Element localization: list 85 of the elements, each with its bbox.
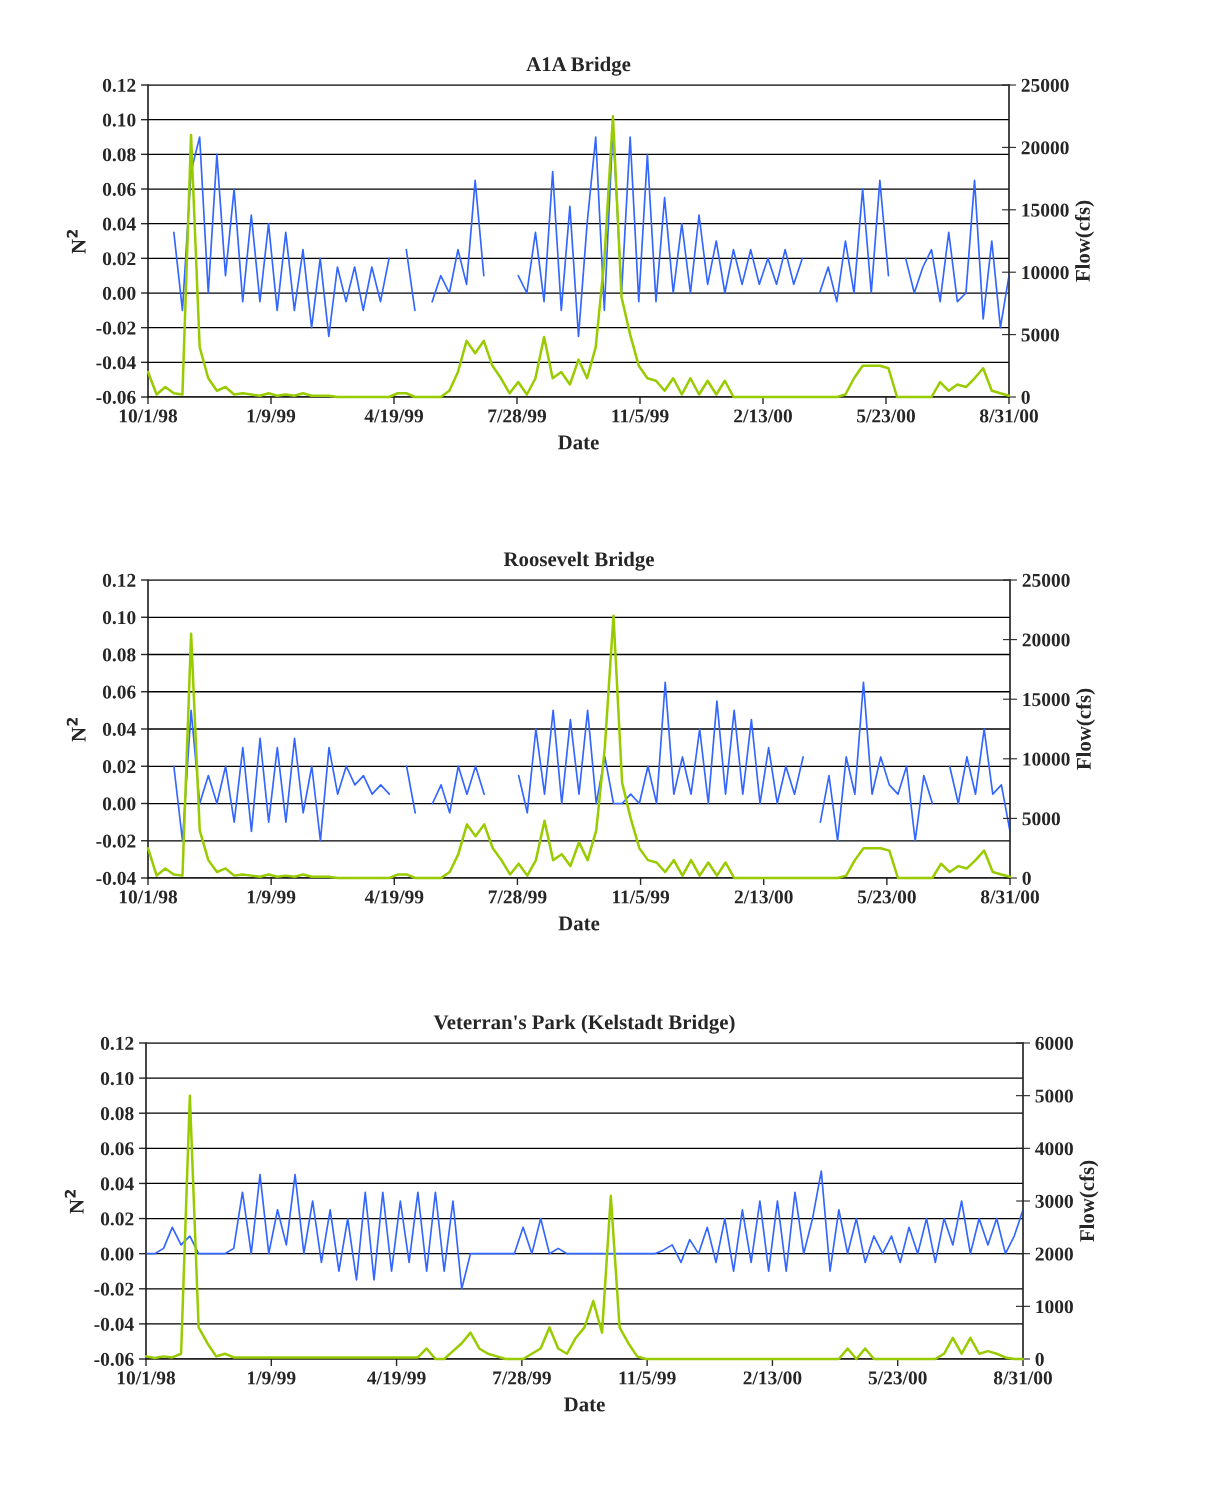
y2-tick-label: 15000 — [1022, 203, 1069, 217]
y-tick-label: -0.06 — [96, 390, 136, 405]
y2-tick-label: 0 — [1021, 390, 1030, 404]
y2-tick-label: 10000 — [1022, 266, 1069, 280]
y-tick-label: 0.12 — [102, 78, 136, 93]
x-tick-label: 2/13/00 — [734, 890, 793, 904]
chart-title: Veterran's Park (Kelstadt Bridge) — [433, 1014, 735, 1034]
y2-tick-label: 3000 — [1035, 1194, 1073, 1208]
x-tick-label: 4/19/99 — [367, 1371, 426, 1385]
x-tick-label: 4/19/99 — [364, 409, 424, 423]
y2-tick-label: 5000 — [1022, 812, 1060, 826]
x-tick-label: 8/31/00 — [980, 890, 1039, 904]
chart-title: Roosevelt Bridge — [503, 551, 654, 571]
x-tick-label: 5/23/00 — [868, 1371, 927, 1385]
line-series — [145, 1170, 1024, 1290]
y-tick-label: 0.10 — [100, 1071, 134, 1086]
y2-tick-label: 2000 — [1035, 1247, 1073, 1261]
y-tick-label: 0.08 — [102, 148, 136, 162]
x-tick-label: 10/1/98 — [119, 890, 178, 904]
y-tick-label: 0.02 — [102, 760, 136, 774]
y-tick-label: 0.08 — [102, 648, 136, 662]
y-axis-title: N$^{2}$ — [66, 229, 86, 254]
y2-axis-title: Flow(cfs) — [1074, 200, 1095, 282]
x-tick-label: 10/1/98 — [119, 409, 178, 423]
y-tick-label: 0.06 — [102, 182, 136, 197]
y2-tick-label: 20000 — [1021, 141, 1069, 155]
x-tick-label: 5/23/00 — [857, 890, 916, 904]
y-tick-label: 0.12 — [100, 1036, 134, 1051]
x-axis-title: Date — [564, 1397, 605, 1412]
x-tick-label: 2/13/00 — [743, 1371, 802, 1385]
y-tick-label: -0.02 — [96, 834, 136, 848]
y2-tick-label: 15000 — [1023, 693, 1070, 707]
y2-tick-label: 1000 — [1036, 1300, 1073, 1314]
y-tick-label: 0.06 — [102, 685, 136, 699]
x-tick-label: 11/5/99 — [619, 1371, 676, 1385]
x-tick-label: 11/5/99 — [612, 890, 670, 904]
y2-tick-label: 5000 — [1035, 1089, 1073, 1103]
x-axis-title: Date — [558, 916, 600, 931]
y-tick-label: 0.06 — [100, 1142, 134, 1156]
y-tick-label: -0.04 — [96, 871, 136, 886]
x-tick-label: 2/13/00 — [734, 409, 792, 423]
x-tick-label: 8/31/00 — [979, 409, 1038, 423]
y2-axis-title: Flow(cfs) — [1079, 1160, 1099, 1242]
y2-tick-label: 25000 — [1022, 573, 1070, 587]
y-tick-label: 0.04 — [100, 1177, 134, 1191]
x-tick-label: 10/1/98 — [117, 1371, 176, 1385]
y-tick-label: 0.12 — [102, 573, 136, 588]
y-tick-label: 0.08 — [100, 1107, 134, 1121]
y-tick-label: 0.00 — [100, 1247, 134, 1261]
x-tick-label: 11/5/99 — [612, 409, 669, 423]
y2-tick-label: 6000 — [1035, 1036, 1073, 1050]
y2-tick-label: 0 — [1022, 871, 1031, 885]
chart-title: A1A Bridge — [526, 56, 631, 76]
y-tick-label: -0.02 — [96, 321, 136, 335]
y-tick-label: 0.00 — [102, 286, 136, 301]
x-tick-label: 1/9/99 — [247, 409, 296, 423]
y-tick-label: 0.00 — [102, 797, 136, 811]
y-axis-title: N$^{2}$ — [66, 717, 86, 742]
y-tick-label: -0.04 — [94, 1317, 134, 1331]
y-tick-label: 0.02 — [100, 1212, 134, 1226]
y-tick-label: 0.04 — [102, 722, 136, 737]
y2-tick-label: 10000 — [1023, 752, 1070, 766]
y2-axis-title: Flow(cfs) — [1075, 688, 1096, 770]
y2-tick-label: 20000 — [1022, 633, 1070, 647]
y2-tick-label: 4000 — [1035, 1142, 1073, 1156]
x-tick-label: 4/19/99 — [364, 890, 424, 904]
y-tick-label: 0.10 — [102, 113, 136, 127]
y2-tick-label: 25000 — [1021, 78, 1069, 92]
y-tick-label: -0.02 — [94, 1282, 134, 1296]
x-tick-label: 7/28/99 — [493, 1371, 551, 1385]
x-tick-label: 5/23/00 — [857, 409, 915, 423]
x-tick-label: 1/9/99 — [248, 1371, 296, 1385]
x-axis-title: Date — [558, 435, 599, 450]
y-tick-label: 0.10 — [102, 611, 136, 625]
y2-tick-label: 0 — [1035, 1352, 1044, 1366]
y-tick-label: -0.04 — [96, 356, 136, 370]
y-tick-label: -0.06 — [94, 1352, 134, 1367]
y-tick-label: 0.02 — [102, 252, 136, 266]
x-tick-label: 7/28/99 — [488, 409, 547, 423]
y-axis-title: N$^{2}$ — [64, 1189, 84, 1214]
x-tick-label: 7/28/99 — [488, 890, 547, 904]
x-tick-label: 8/31/00 — [993, 1371, 1052, 1385]
x-tick-label: 1/9/99 — [247, 890, 296, 904]
y2-tick-label: 5000 — [1021, 328, 1059, 342]
y-tick-label: 0.04 — [102, 217, 136, 231]
